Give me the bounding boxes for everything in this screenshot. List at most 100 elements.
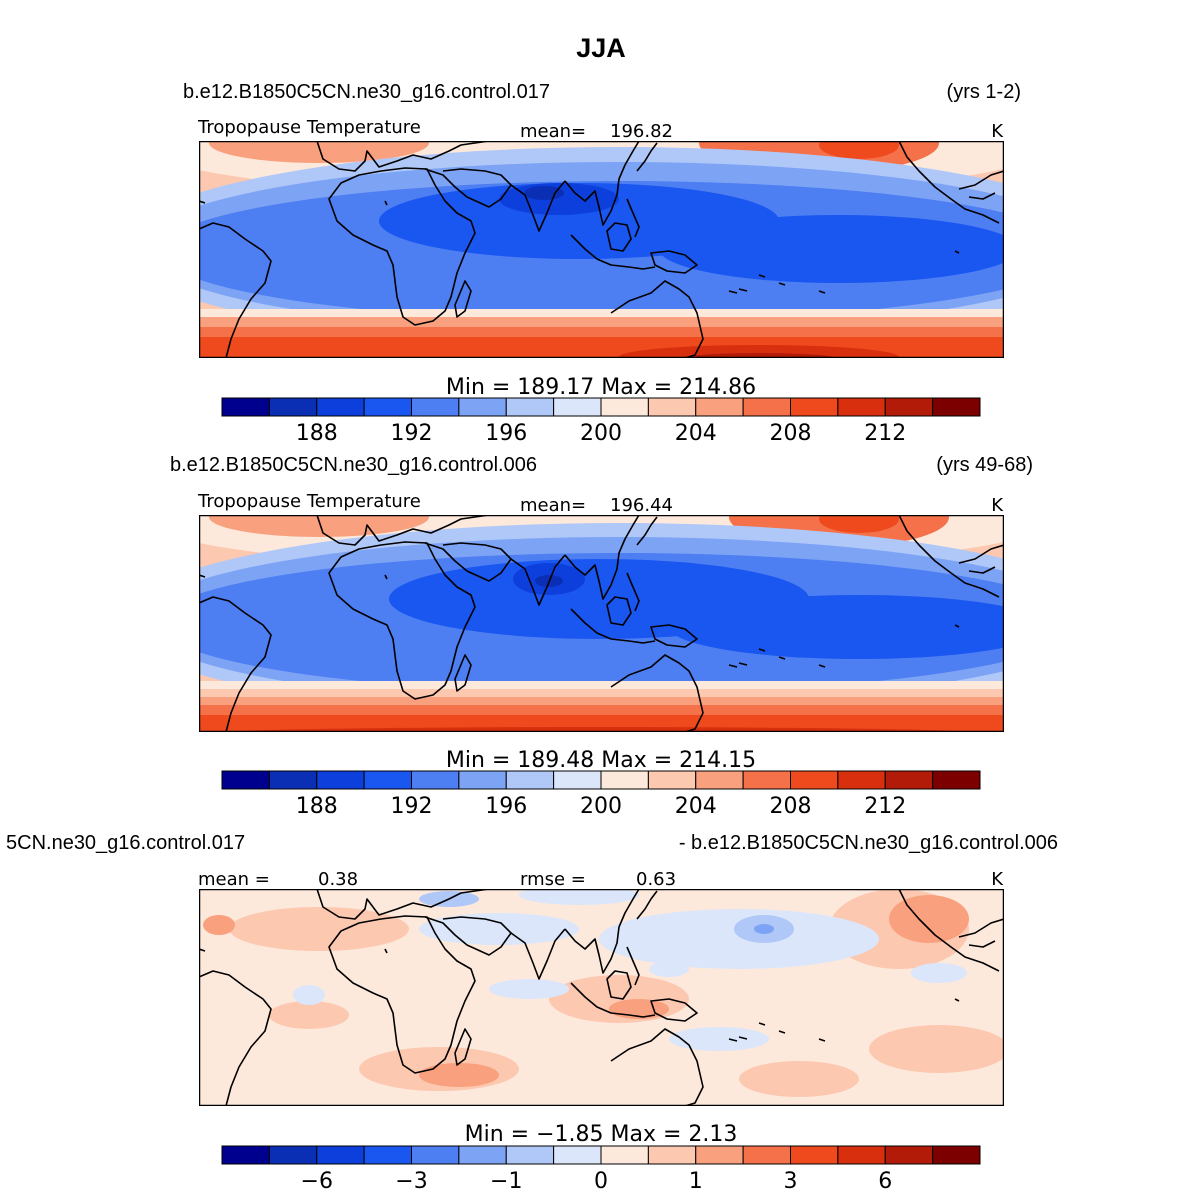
panel-3-units: K: [991, 869, 1004, 890]
colorbar-tick-label: −1: [490, 1169, 522, 1194]
colorbar-tick-label: 188: [296, 421, 338, 446]
colorbar-tick-label: −6: [301, 1169, 333, 1194]
colorbar-box: [647, 397, 697, 417]
colorbar-tick-label: 204: [675, 421, 717, 446]
panel-3-mean-value: 0.38: [318, 869, 358, 890]
panel-2-years: (yrs 49-68): [936, 454, 1033, 476]
panel-3-rmse-label: rmse =: [520, 869, 586, 890]
colorbar-box: [695, 770, 744, 790]
colorbar-box: [505, 1145, 555, 1165]
colorbar-box: [316, 770, 365, 790]
panel-3-min-max: Min = −1.85 Max = 2.13: [465, 1122, 738, 1147]
colorbar-box: [268, 397, 318, 417]
panel-3-colorbar: −6 −3 −1 0 1 3 6: [221, 1145, 981, 1194]
colorbar-tick-label: 1: [689, 1169, 703, 1194]
colorbar-box: [837, 397, 886, 417]
colorbar-tick-label: 212: [864, 421, 906, 446]
panel-1-case-name: b.e12.B1850C5CN.ne30_g16.control.017: [183, 81, 550, 103]
panel-1-mean-value: 196.82: [610, 121, 673, 142]
colorbar-box: [742, 770, 791, 790]
panel-2-mean-label: mean=: [520, 495, 586, 516]
panel-1-min-max: Min = 189.17 Max = 214.86: [446, 375, 756, 400]
colorbar-box: [363, 770, 412, 790]
colorbar-box: [363, 397, 412, 417]
panel-2-colorbar: 188 192 196 200 204 208 212: [221, 770, 981, 819]
panel-3-map: [199, 889, 1004, 1106]
colorbar-box: [600, 1145, 649, 1165]
colorbar-tick-label: 200: [580, 421, 622, 446]
colorbar-box: [742, 1145, 791, 1165]
colorbar-box: [742, 397, 791, 417]
colorbar-tick-label: 204: [675, 794, 717, 819]
colorbar-box: [458, 397, 507, 417]
colorbar-tick-label: −3: [395, 1169, 427, 1194]
colorbar-box: [790, 770, 839, 790]
colorbar-box: [647, 1145, 697, 1165]
figure-title: JJA: [576, 33, 626, 63]
colorbar-box: [363, 1145, 412, 1165]
colorbar-tick-label: 192: [391, 421, 433, 446]
colorbar-box: [600, 397, 649, 417]
panel-1-map: [199, 141, 1004, 358]
panel-1-colorbar: 188 192 196 200 204 208 212: [221, 397, 981, 446]
colorbar-box: [458, 1145, 507, 1165]
colorbar-box: [553, 1145, 602, 1165]
panel-2-min-max: Min = 189.48 Max = 214.15: [446, 748, 756, 773]
panel-3-diff-label: - b.e12.B1850C5CN.ne30_g16.control.006: [679, 832, 1058, 854]
colorbar-box: [884, 397, 934, 417]
colorbar-box: [695, 1145, 744, 1165]
panel-3-rmse-value: 0.63: [636, 869, 676, 890]
colorbar-box: [316, 1145, 365, 1165]
colorbar-tick-label: 192: [391, 794, 433, 819]
panel-1-years: (yrs 1-2): [947, 81, 1021, 103]
colorbar-box: [221, 1145, 270, 1165]
colorbar-box: [458, 770, 507, 790]
colorbar-box: [411, 1145, 460, 1165]
colorbar-box: [600, 770, 649, 790]
panel-2-case-name: b.e12.B1850C5CN.ne30_g16.control.006: [170, 454, 537, 476]
colorbar-tick-label: 188: [296, 794, 338, 819]
colorbar-box: [884, 770, 934, 790]
colorbar-box: [268, 1145, 318, 1165]
colorbar-box: [695, 397, 744, 417]
panel-1-units: K: [991, 121, 1004, 142]
colorbar-box: [221, 770, 270, 790]
colorbar-tick-label: 200: [580, 794, 622, 819]
colorbar-tick-label: 196: [485, 421, 527, 446]
colorbar-tick-label: 208: [770, 794, 812, 819]
colorbar-box: [505, 770, 555, 790]
colorbar-box: [932, 770, 981, 790]
panel-1: b.e12.B1850C5CN.ne30_g16.control.017 (yr…: [183, 81, 1021, 446]
colorbar-tick-label: 208: [770, 421, 812, 446]
colorbar-box: [932, 1145, 981, 1165]
colorbar-tick-label: 3: [784, 1169, 798, 1194]
colorbar-box: [411, 397, 460, 417]
panel-2-mean-value: 196.44: [610, 495, 673, 516]
panel-2-map: [199, 515, 1004, 732]
colorbar-box: [837, 1145, 886, 1165]
colorbar-box: [884, 1145, 934, 1165]
panel-2-units: K: [991, 495, 1004, 516]
panel-2: b.e12.B1850C5CN.ne30_g16.control.006 (yr…: [170, 454, 1033, 819]
colorbar-tick-label: 0: [594, 1169, 608, 1194]
panel-3-case-name: 5CN.ne30_g16.control.017: [6, 832, 245, 854]
colorbar-box: [268, 770, 318, 790]
panel-2-variable: Tropopause Temperature: [197, 491, 421, 512]
colorbar-box: [837, 770, 886, 790]
colorbar-tick-label: 196: [485, 794, 527, 819]
colorbar-box: [505, 397, 555, 417]
colorbar-box: [932, 397, 981, 417]
colorbar-box: [647, 770, 697, 790]
colorbar-box: [411, 770, 460, 790]
colorbar-box: [553, 397, 602, 417]
colorbar-box: [221, 397, 270, 417]
panel-1-mean-label: mean=: [520, 121, 586, 142]
colorbar-box: [790, 1145, 839, 1165]
colorbar-box: [316, 397, 365, 417]
colorbar-tick-label: 6: [878, 1169, 892, 1194]
colorbar-box: [553, 770, 602, 790]
panel-3: 5CN.ne30_g16.control.017 - b.e12.B1850C5…: [6, 832, 1058, 1194]
colorbar-tick-label: 212: [864, 794, 906, 819]
colorbar-box: [790, 397, 839, 417]
